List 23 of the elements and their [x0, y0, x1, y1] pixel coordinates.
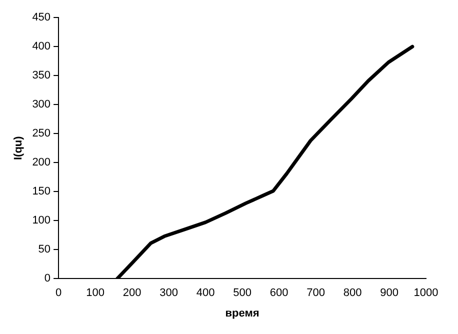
x-tick-label: 800	[343, 287, 362, 300]
x-tick-label: 300	[160, 287, 178, 300]
y-tick-label: 450	[32, 12, 51, 24]
y-tick-label: 100	[32, 214, 51, 227]
x-tick-label: 700	[306, 287, 325, 300]
y-tick-label: 150	[32, 186, 51, 198]
x-axis-title: время	[225, 307, 260, 320]
y-tick-label: 50	[38, 244, 51, 256]
x-tick-label: 0	[55, 287, 62, 300]
x-tick-label: 500	[233, 287, 252, 300]
y-tick-label: 200	[32, 156, 51, 169]
x-tick-label: 1000	[414, 287, 438, 300]
y-axis-title: I(qu)	[12, 136, 25, 160]
x-tick-label: 100	[86, 287, 104, 300]
y-tick-label: 0	[44, 272, 51, 285]
x-tick-label: 900	[380, 287, 398, 300]
x-tick-label: 400	[196, 287, 215, 300]
y-tick-label: 350	[32, 70, 51, 82]
y-tick-label: 250	[32, 128, 51, 140]
x-tick-label: 600	[270, 287, 288, 300]
y-tick-label: 400	[32, 40, 51, 53]
x-tick-label: 200	[122, 287, 142, 300]
y-tick-label: 300	[32, 98, 51, 111]
